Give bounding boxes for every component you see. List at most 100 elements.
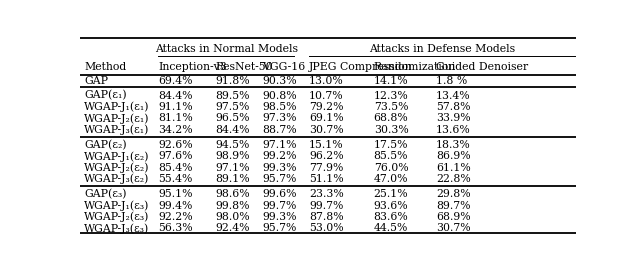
Text: 97.6%: 97.6% bbox=[158, 151, 193, 161]
Text: 89.1%: 89.1% bbox=[215, 174, 250, 184]
Text: 13.6%: 13.6% bbox=[436, 125, 471, 135]
Text: 25.1%: 25.1% bbox=[374, 189, 408, 199]
Text: WGAP-J₁(ε₃): WGAP-J₁(ε₃) bbox=[84, 200, 149, 211]
Text: 97.5%: 97.5% bbox=[215, 102, 250, 112]
Text: 99.3%: 99.3% bbox=[262, 163, 297, 173]
Text: 79.2%: 79.2% bbox=[309, 102, 344, 112]
Text: WGAP-J₃(ε₃): WGAP-J₃(ε₃) bbox=[84, 223, 149, 234]
Text: 89.5%: 89.5% bbox=[215, 91, 250, 101]
Text: 1.8 %: 1.8 % bbox=[436, 76, 467, 86]
Text: 55.4%: 55.4% bbox=[158, 174, 193, 184]
Text: 57.8%: 57.8% bbox=[436, 102, 470, 112]
Text: 29.8%: 29.8% bbox=[436, 189, 471, 199]
Text: 98.0%: 98.0% bbox=[215, 212, 250, 222]
Text: Attacks in Normal Models: Attacks in Normal Models bbox=[155, 44, 298, 54]
Text: 44.5%: 44.5% bbox=[374, 224, 408, 233]
Text: 84.4%: 84.4% bbox=[215, 125, 250, 135]
Text: 87.8%: 87.8% bbox=[309, 212, 344, 222]
Text: 91.1%: 91.1% bbox=[158, 102, 193, 112]
Text: ResNet-50: ResNet-50 bbox=[215, 62, 273, 72]
Text: 17.5%: 17.5% bbox=[374, 140, 408, 150]
Text: WGAP-J₁(ε₁): WGAP-J₁(ε₁) bbox=[84, 102, 150, 112]
Text: 92.4%: 92.4% bbox=[215, 224, 250, 233]
Text: 68.9%: 68.9% bbox=[436, 212, 471, 222]
Text: 97.1%: 97.1% bbox=[215, 163, 250, 173]
Text: 99.3%: 99.3% bbox=[262, 212, 297, 222]
Text: Randomization: Randomization bbox=[374, 62, 456, 72]
Text: 23.3%: 23.3% bbox=[309, 189, 344, 199]
Text: WGAP-J₁(ε₂): WGAP-J₁(ε₂) bbox=[84, 151, 150, 162]
Text: 77.9%: 77.9% bbox=[309, 163, 344, 173]
Text: 51.1%: 51.1% bbox=[309, 174, 344, 184]
Text: 13.0%: 13.0% bbox=[309, 76, 344, 86]
Text: 14.1%: 14.1% bbox=[374, 76, 408, 86]
Text: Guided Denoiser: Guided Denoiser bbox=[436, 62, 528, 72]
Text: JPEG Compression: JPEG Compression bbox=[309, 62, 413, 72]
Text: VGG-16: VGG-16 bbox=[262, 62, 306, 72]
Text: 33.9%: 33.9% bbox=[436, 114, 471, 123]
Text: 81.1%: 81.1% bbox=[158, 114, 193, 123]
Text: 30.7%: 30.7% bbox=[309, 125, 344, 135]
Text: 99.4%: 99.4% bbox=[158, 201, 193, 211]
Text: 98.6%: 98.6% bbox=[215, 189, 250, 199]
Text: 99.7%: 99.7% bbox=[309, 201, 344, 211]
Text: 99.8%: 99.8% bbox=[215, 201, 250, 211]
Text: 88.7%: 88.7% bbox=[262, 125, 297, 135]
Text: 68.8%: 68.8% bbox=[374, 114, 408, 123]
Text: 18.3%: 18.3% bbox=[436, 140, 471, 150]
Text: WGAP-J₂(ε₂): WGAP-J₂(ε₂) bbox=[84, 162, 150, 173]
Text: 73.5%: 73.5% bbox=[374, 102, 408, 112]
Text: 98.5%: 98.5% bbox=[262, 102, 297, 112]
Text: 10.7%: 10.7% bbox=[309, 91, 344, 101]
Text: 85.5%: 85.5% bbox=[374, 151, 408, 161]
Text: 30.3%: 30.3% bbox=[374, 125, 408, 135]
Text: 95.1%: 95.1% bbox=[158, 189, 193, 199]
Text: WGAP-J₂(ε₃): WGAP-J₂(ε₃) bbox=[84, 212, 149, 222]
Text: GAP(ε₁): GAP(ε₁) bbox=[84, 90, 127, 101]
Text: 91.8%: 91.8% bbox=[215, 76, 250, 86]
Text: 85.4%: 85.4% bbox=[158, 163, 193, 173]
Text: 99.7%: 99.7% bbox=[262, 201, 297, 211]
Text: 12.3%: 12.3% bbox=[374, 91, 408, 101]
Text: 61.1%: 61.1% bbox=[436, 163, 471, 173]
Text: WGAP-J₃(ε₁): WGAP-J₃(ε₁) bbox=[84, 125, 149, 135]
Text: 90.3%: 90.3% bbox=[262, 76, 297, 86]
Text: 93.6%: 93.6% bbox=[374, 201, 408, 211]
Text: 95.7%: 95.7% bbox=[262, 224, 297, 233]
Text: 99.6%: 99.6% bbox=[262, 189, 297, 199]
Text: GAP: GAP bbox=[84, 76, 108, 86]
Text: Inception-v3: Inception-v3 bbox=[158, 62, 227, 72]
Text: 90.8%: 90.8% bbox=[262, 91, 297, 101]
Text: 98.9%: 98.9% bbox=[215, 151, 250, 161]
Text: 76.0%: 76.0% bbox=[374, 163, 408, 173]
Text: Attacks in Defense Models: Attacks in Defense Models bbox=[369, 44, 515, 54]
Text: 99.2%: 99.2% bbox=[262, 151, 297, 161]
Text: Method: Method bbox=[84, 62, 126, 72]
Text: 86.9%: 86.9% bbox=[436, 151, 471, 161]
Text: 13.4%: 13.4% bbox=[436, 91, 471, 101]
Text: 53.0%: 53.0% bbox=[309, 224, 344, 233]
Text: 92.2%: 92.2% bbox=[158, 212, 193, 222]
Text: GAP(ε₃): GAP(ε₃) bbox=[84, 189, 127, 199]
Text: 30.7%: 30.7% bbox=[436, 224, 471, 233]
Text: 34.2%: 34.2% bbox=[158, 125, 193, 135]
Text: 96.5%: 96.5% bbox=[215, 114, 250, 123]
Text: 92.6%: 92.6% bbox=[158, 140, 193, 150]
Text: WGAP-J₂(ε₁): WGAP-J₂(ε₁) bbox=[84, 113, 150, 124]
Text: 89.7%: 89.7% bbox=[436, 201, 470, 211]
Text: 94.5%: 94.5% bbox=[215, 140, 250, 150]
Text: 22.8%: 22.8% bbox=[436, 174, 471, 184]
Text: 47.0%: 47.0% bbox=[374, 174, 408, 184]
Text: GAP(ε₂): GAP(ε₂) bbox=[84, 140, 127, 150]
Text: 83.6%: 83.6% bbox=[374, 212, 408, 222]
Text: 69.4%: 69.4% bbox=[158, 76, 193, 86]
Text: 69.1%: 69.1% bbox=[309, 114, 344, 123]
Text: 96.2%: 96.2% bbox=[309, 151, 344, 161]
Text: 56.3%: 56.3% bbox=[158, 224, 193, 233]
Text: 97.1%: 97.1% bbox=[262, 140, 297, 150]
Text: 84.4%: 84.4% bbox=[158, 91, 193, 101]
Text: 97.3%: 97.3% bbox=[262, 114, 297, 123]
Text: WGAP-J₃(ε₂): WGAP-J₃(ε₂) bbox=[84, 174, 149, 185]
Text: 95.7%: 95.7% bbox=[262, 174, 297, 184]
Text: 15.1%: 15.1% bbox=[309, 140, 344, 150]
